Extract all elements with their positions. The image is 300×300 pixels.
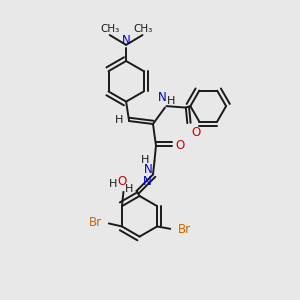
- Text: N: N: [143, 175, 152, 188]
- Text: H: H: [124, 184, 133, 194]
- Text: N: N: [144, 163, 153, 176]
- Text: O: O: [191, 125, 200, 139]
- Text: N: N: [158, 91, 167, 104]
- Text: N: N: [122, 34, 130, 47]
- Text: H: H: [109, 179, 117, 189]
- Text: CH₃: CH₃: [100, 23, 119, 34]
- Text: H: H: [115, 115, 124, 124]
- Text: O: O: [175, 139, 184, 152]
- Text: H: H: [167, 96, 175, 106]
- Text: O: O: [117, 175, 127, 188]
- Text: H: H: [141, 154, 149, 165]
- Text: CH₃: CH₃: [133, 23, 152, 34]
- Text: Br: Br: [88, 216, 102, 230]
- Text: Br: Br: [177, 223, 190, 236]
